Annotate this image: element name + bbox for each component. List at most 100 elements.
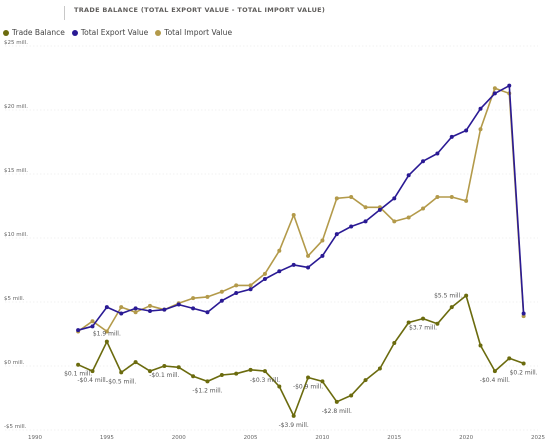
legend-item-trade-balance[interactable]: Trade Balance — [3, 28, 65, 37]
data-point-total-import[interactable] — [119, 305, 124, 310]
data-point-trade-balance[interactable] — [205, 379, 210, 384]
data-point-trade-balance[interactable] — [306, 375, 311, 380]
data-point-total-import[interactable] — [435, 195, 440, 200]
data-point-trade-balance[interactable] — [262, 369, 267, 374]
data-point-total-export[interactable] — [507, 83, 512, 88]
data-point-total-import[interactable] — [449, 195, 454, 200]
data-point-total-import[interactable] — [191, 296, 196, 301]
data-point-total-export[interactable] — [277, 269, 282, 274]
data-point-trade-balance[interactable] — [363, 378, 368, 383]
data-point-trade-balance[interactable] — [248, 367, 253, 372]
data-point-total-import[interactable] — [291, 212, 296, 217]
data-point-total-import[interactable] — [392, 219, 397, 224]
data-point-total-export[interactable] — [205, 310, 210, 315]
data-point-total-import[interactable] — [334, 196, 339, 201]
x-tick-label: 2025 — [531, 435, 545, 441]
data-label: $1.9 mill. — [93, 331, 121, 338]
data-point-trade-balance[interactable] — [133, 360, 138, 365]
data-point-total-import[interactable] — [205, 294, 210, 299]
data-point-trade-balance[interactable] — [435, 321, 440, 326]
data-point-total-import[interactable] — [478, 127, 483, 132]
data-point-total-export[interactable] — [320, 253, 325, 258]
data-point-total-export[interactable] — [76, 328, 81, 333]
data-point-trade-balance[interactable] — [392, 340, 397, 345]
data-point-total-export[interactable] — [521, 311, 526, 316]
data-point-trade-balance[interactable] — [104, 339, 109, 344]
data-point-trade-balance[interactable] — [449, 305, 454, 310]
data-point-total-import[interactable] — [277, 248, 282, 253]
data-point-total-export[interactable] — [449, 134, 454, 139]
data-point-trade-balance[interactable] — [464, 293, 469, 298]
data-point-total-export[interactable] — [104, 305, 109, 310]
data-point-total-import[interactable] — [248, 283, 253, 288]
data-point-total-import[interactable] — [219, 289, 224, 294]
data-point-total-import[interactable] — [349, 195, 354, 200]
data-point-total-export[interactable] — [133, 306, 138, 311]
data-point-trade-balance[interactable] — [90, 369, 95, 374]
data-point-total-export[interactable] — [492, 91, 497, 96]
legend-item-total-import[interactable]: Total Import Value — [155, 28, 232, 37]
data-point-trade-balance[interactable] — [191, 374, 196, 379]
data-point-total-export[interactable] — [392, 196, 397, 201]
data-point-total-export[interactable] — [349, 224, 354, 229]
data-point-total-import[interactable] — [262, 271, 267, 276]
data-point-total-export[interactable] — [435, 151, 440, 156]
data-point-total-export[interactable] — [421, 159, 426, 164]
data-point-total-export[interactable] — [306, 265, 311, 270]
series-line-total-import[interactable] — [77, 87, 525, 333]
data-point-trade-balance[interactable] — [521, 361, 526, 366]
data-point-trade-balance[interactable] — [507, 356, 512, 361]
data-label: -$0.1 mill. — [149, 372, 179, 379]
data-point-total-import[interactable] — [406, 215, 411, 220]
data-label: -$2.8 mill. — [322, 408, 352, 415]
data-point-total-import[interactable] — [464, 198, 469, 203]
data-point-trade-balance[interactable] — [162, 364, 167, 368]
data-point-total-import[interactable] — [90, 319, 95, 324]
data-point-total-import[interactable] — [306, 253, 311, 258]
data-point-trade-balance[interactable] — [320, 379, 325, 384]
data-point-trade-balance[interactable] — [147, 369, 152, 374]
data-point-total-export[interactable] — [464, 128, 469, 133]
data-point-total-import[interactable] — [363, 205, 368, 210]
data-point-trade-balance[interactable] — [176, 365, 181, 370]
data-point-trade-balance[interactable] — [349, 393, 354, 398]
data-point-total-export[interactable] — [191, 306, 196, 311]
data-point-total-export[interactable] — [377, 207, 382, 212]
data-point-total-export[interactable] — [219, 298, 224, 303]
data-point-total-export[interactable] — [291, 262, 296, 267]
data-point-trade-balance[interactable] — [406, 320, 411, 325]
data-point-total-export[interactable] — [147, 308, 152, 313]
data-point-total-export[interactable] — [162, 307, 167, 312]
data-point-trade-balance[interactable] — [277, 384, 282, 389]
data-point-trade-balance[interactable] — [421, 316, 426, 321]
data-point-total-export[interactable] — [334, 232, 339, 237]
series-line-trade-balance[interactable] — [77, 294, 524, 417]
data-point-trade-balance[interactable] — [219, 372, 224, 377]
data-point-total-export[interactable] — [90, 324, 95, 329]
data-point-total-export[interactable] — [262, 276, 267, 281]
data-point-total-export[interactable] — [234, 291, 239, 296]
data-point-total-import[interactable] — [147, 303, 152, 308]
data-point-total-import[interactable] — [234, 283, 239, 288]
data-point-total-export[interactable] — [248, 287, 253, 292]
data-point-total-export[interactable] — [119, 311, 124, 316]
legend-item-total-export[interactable]: Total Export Value — [71, 28, 148, 37]
data-point-trade-balance[interactable] — [334, 399, 339, 404]
data-point-total-import[interactable] — [421, 206, 426, 211]
data-point-trade-balance[interactable] — [492, 369, 497, 374]
data-point-total-import[interactable] — [133, 310, 138, 315]
data-point-total-import[interactable] — [492, 86, 497, 91]
data-point-total-export[interactable] — [363, 219, 368, 224]
data-point-trade-balance[interactable] — [377, 366, 382, 371]
series-line-total-export[interactable] — [77, 84, 525, 331]
data-point-trade-balance[interactable] — [119, 370, 124, 375]
data-point-total-export[interactable] — [406, 173, 411, 178]
data-point-total-import[interactable] — [104, 329, 109, 334]
data-point-trade-balance[interactable] — [76, 362, 81, 367]
data-point-trade-balance[interactable] — [478, 343, 483, 348]
data-point-total-import[interactable] — [320, 238, 325, 243]
data-point-trade-balance[interactable] — [234, 371, 239, 376]
data-point-total-export[interactable] — [176, 302, 181, 307]
data-point-total-export[interactable] — [478, 106, 483, 111]
data-point-trade-balance[interactable] — [291, 413, 296, 418]
